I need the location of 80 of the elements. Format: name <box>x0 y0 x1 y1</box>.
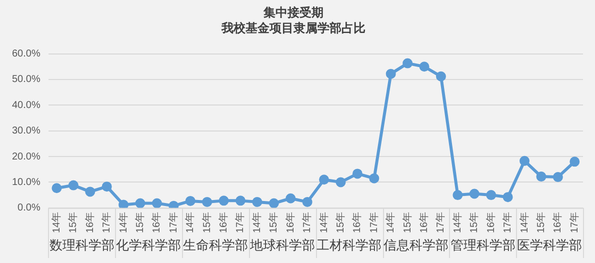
text: 数理科学部 <box>49 238 114 253</box>
point <box>452 190 463 200</box>
x-tick-label: 14年 <box>451 212 464 233</box>
point <box>536 172 546 182</box>
x-tick-label: 14年 <box>518 212 530 233</box>
x-tick-label: 17年 <box>167 212 180 233</box>
point <box>502 192 513 202</box>
x-tick-label: 15年 <box>468 212 480 233</box>
x-tick-label: 17年 <box>502 212 514 233</box>
x-tick-label: 15年 <box>534 212 547 233</box>
point <box>302 196 312 207</box>
point <box>52 183 62 194</box>
x-tick-label: 16年 <box>351 212 364 233</box>
point <box>352 168 362 179</box>
point <box>336 177 346 188</box>
point <box>286 193 296 204</box>
point <box>520 156 530 166</box>
text: 化学科学部 <box>116 238 182 253</box>
x-tick-label: 16年 <box>218 212 230 233</box>
x-tick-label: 14年 <box>384 212 397 233</box>
point <box>268 198 279 208</box>
x-tick-label: 15年 <box>200 212 213 233</box>
point <box>202 196 212 207</box>
x-tick-label: 15年 <box>268 212 280 233</box>
point <box>552 172 563 182</box>
x-tick-label: 15年 <box>334 212 346 233</box>
x-tick-label: 14年 <box>318 212 330 233</box>
x-tick-label: 16年 <box>418 212 430 233</box>
text: 工材科学部 <box>316 238 382 253</box>
x-tick-label: 17年 <box>301 212 314 233</box>
y-tick-label: 30.0% <box>12 126 40 137</box>
point <box>185 196 196 206</box>
chart-subtitle: 我校基金项目隶属学部占比 <box>220 20 366 35</box>
x-tick-label: 17年 <box>234 212 246 233</box>
point <box>570 156 580 167</box>
point <box>419 62 430 72</box>
x-tick-label: 14年 <box>50 212 62 233</box>
y-tick-label: 40.0% <box>12 100 40 111</box>
point <box>235 196 246 206</box>
chart-title: 集中接受期 <box>262 6 324 20</box>
point <box>369 173 380 184</box>
y-tick-label: 60.0% <box>12 48 40 60</box>
point <box>85 186 96 197</box>
x-tick-label: 16年 <box>84 212 96 233</box>
point <box>135 198 146 208</box>
x-tick-label: 16年 <box>284 212 296 233</box>
x-tick-label: 15年 <box>134 212 146 233</box>
point <box>436 71 446 82</box>
x-tick-label: 15年 <box>401 212 414 233</box>
point <box>152 198 162 208</box>
text: 地球科学部 <box>248 238 315 253</box>
point <box>68 180 78 190</box>
y-tick-label: 10.0% <box>12 176 40 188</box>
text: 生命科学部 <box>182 238 248 253</box>
x-tick-label: 16年 <box>150 212 163 233</box>
x-tick-label: 15年 <box>67 212 80 233</box>
text: 管理科学部 <box>450 238 516 253</box>
x-tick-label: 14年 <box>250 212 263 233</box>
x-tick-label: 16年 <box>484 212 497 233</box>
point <box>402 58 413 68</box>
y-tick-label: 0.0% <box>18 202 40 214</box>
point <box>118 200 129 208</box>
x-tick-label: 17年 <box>368 212 380 233</box>
y-tick-label: 20.0% <box>12 151 40 162</box>
x-tick-label: 14年 <box>117 212 130 233</box>
y-tick-label: 50.0% <box>12 74 40 86</box>
x-tick-label: 17年 <box>434 212 447 233</box>
point <box>469 188 480 199</box>
x-tick-label: 17年 <box>100 212 113 233</box>
text: 信息科学部 <box>383 238 448 253</box>
text: 医学科学部 <box>517 238 582 253</box>
point <box>319 174 330 185</box>
point <box>102 182 112 192</box>
point <box>252 196 262 207</box>
x-tick-label: 14年 <box>184 212 196 233</box>
x-tick-label: 16年 <box>552 212 564 233</box>
point <box>218 196 229 206</box>
x-tick-label: 17年 <box>568 212 580 233</box>
point <box>386 68 396 79</box>
point <box>486 190 496 200</box>
